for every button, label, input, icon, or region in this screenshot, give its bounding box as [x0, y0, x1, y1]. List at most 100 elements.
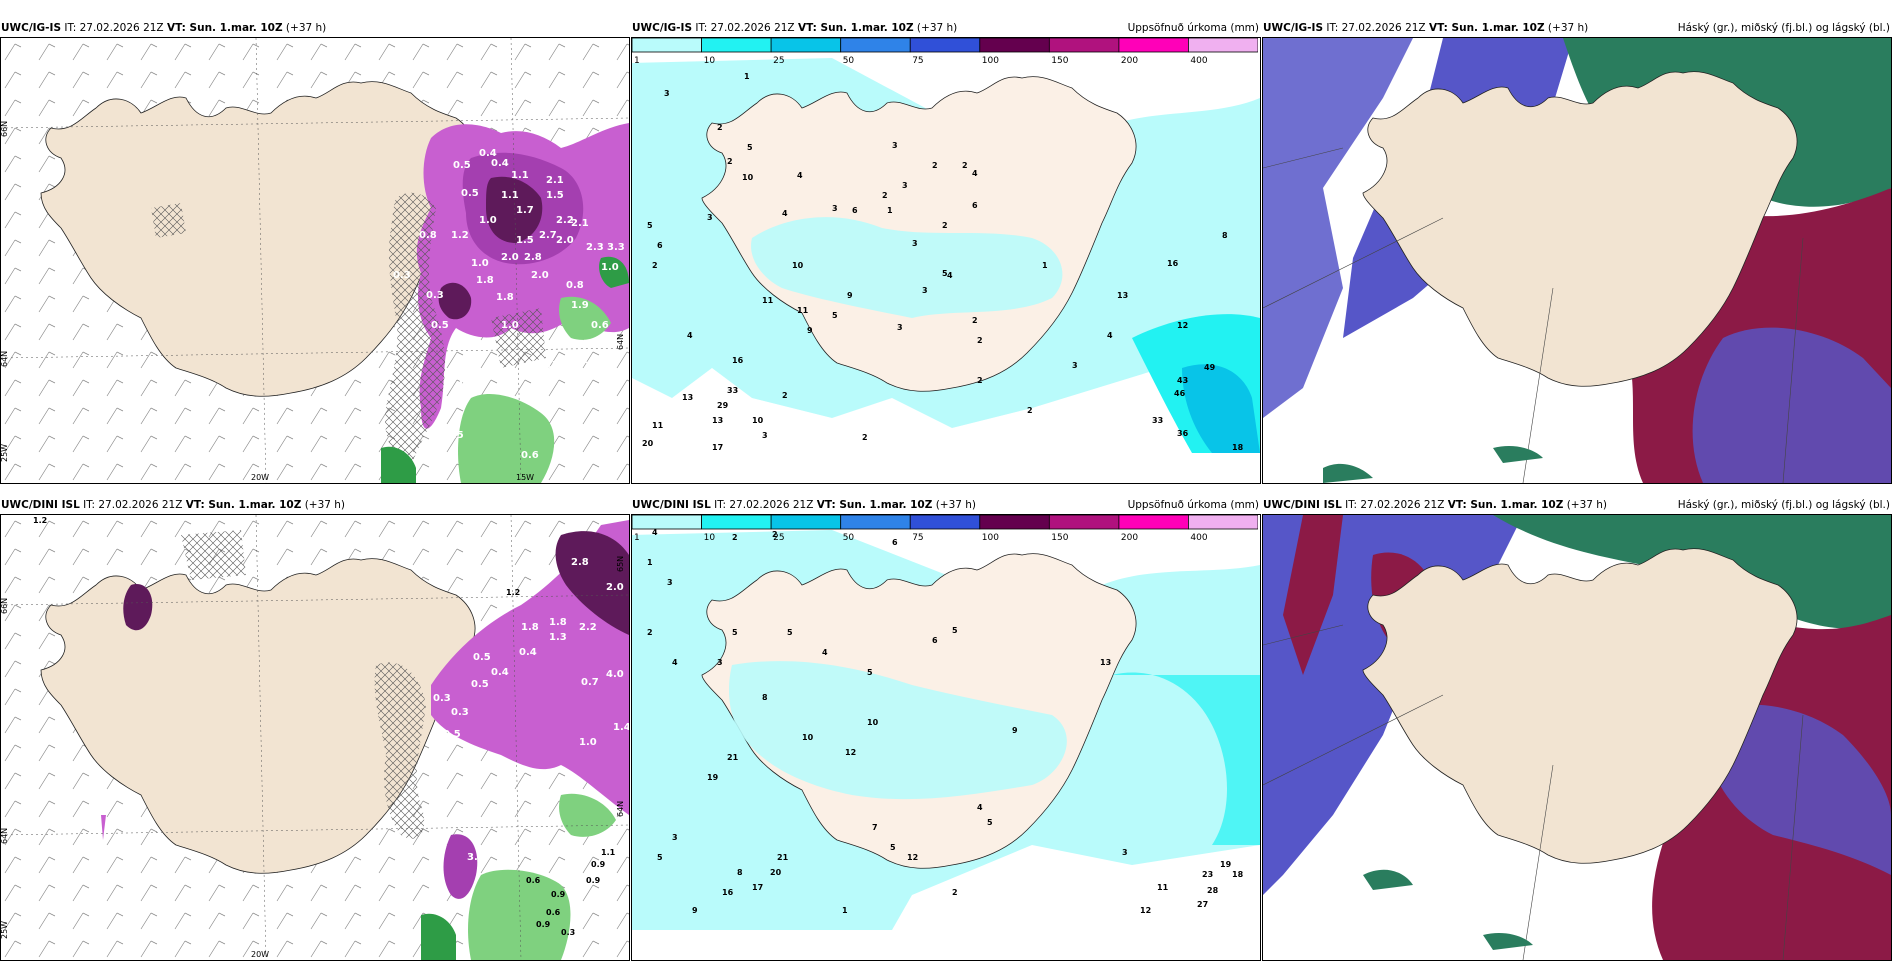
precip-map: 4 2 2 4 6 2 3 1 2 5 4 5 6 5 3 4 5 8 10 1… — [632, 515, 1260, 930]
svg-text:17: 17 — [712, 443, 723, 452]
svg-text:1.9: 1.9 — [571, 300, 589, 311]
svg-text:4: 4 — [822, 648, 828, 657]
colorbar-tick-label: 1 — [634, 56, 640, 66]
svg-text:36: 36 — [1177, 429, 1189, 438]
svg-text:13: 13 — [712, 416, 723, 425]
svg-text:3: 3 — [1072, 361, 1078, 370]
svg-text:3: 3 — [667, 578, 673, 587]
svg-text:4: 4 — [687, 331, 693, 340]
svg-text:0.5: 0.5 — [461, 188, 479, 199]
svg-text:4: 4 — [782, 209, 788, 218]
svg-text:0.3: 0.3 — [393, 270, 411, 281]
colorbar-swatch — [840, 38, 911, 53]
svg-text:1.8: 1.8 — [476, 275, 494, 286]
svg-text:0.5: 0.5 — [471, 679, 489, 690]
svg-text:2: 2 — [717, 123, 723, 132]
svg-text:2.0: 2.0 — [531, 270, 549, 281]
precip-map: 2 3 1 2 5 2 5 6 10 4 3 4 2 3 3 6 1 2 3 3 — [632, 38, 1260, 453]
svg-text:0.9: 0.9 — [591, 860, 606, 869]
svg-text:8: 8 — [1222, 231, 1228, 240]
svg-text:17: 17 — [752, 883, 763, 892]
colorbar-swatch — [979, 38, 1050, 53]
panel-title: UWC/IG-IS IT: 27.02.2026 21Z VT: Sun. 1.… — [1, 22, 327, 34]
colorbar-swatch — [909, 38, 981, 53]
panel-title: UWC/IG-IS IT: 27.02.2026 21Z VT: Sun. 1.… — [632, 22, 1259, 34]
svg-text:10: 10 — [802, 733, 814, 742]
svg-text:3: 3 — [922, 286, 928, 295]
svg-text:2.0: 2.0 — [606, 582, 624, 593]
svg-text:1.4: 1.4 — [613, 722, 629, 733]
svg-text:49: 49 — [1204, 363, 1216, 372]
panel-title: UWC/DINI ISL IT: 27.02.2026 21Z VT: Sun.… — [1263, 499, 1890, 511]
svg-text:3.3: 3.3 — [607, 242, 625, 253]
precip-value-labels: 4 2 2 4 6 2 3 1 2 5 4 5 6 5 3 4 5 8 10 1… — [647, 518, 1244, 915]
svg-text:2: 2 — [932, 161, 938, 170]
svg-text:11: 11 — [1157, 883, 1169, 892]
map-frame[interactable]: 66N 64N 25W 20W 15W 64N 0.3 0.5 0.4 0.5 … — [0, 37, 630, 484]
colorbar-swatch — [1188, 38, 1258, 53]
svg-text:15W: 15W — [516, 473, 534, 482]
svg-text:64N: 64N — [1, 351, 9, 367]
svg-text:2.1: 2.1 — [571, 218, 589, 229]
svg-text:16: 16 — [722, 888, 734, 897]
colorbar-tick-label: 200 — [1121, 533, 1138, 543]
colorbar-swatch — [632, 38, 702, 53]
colorbar-tick-label: 25 — [773, 533, 784, 543]
svg-text:0.5: 0.5 — [453, 160, 471, 171]
colorbar-swatch — [770, 515, 842, 530]
svg-text:2: 2 — [962, 161, 968, 170]
colorbar-swatch — [632, 515, 702, 530]
panel-snow-igis: UWC/IG-IS IT: 27.02.2026 21Z VT: Sun. 1.… — [0, 20, 630, 487]
svg-text:16: 16 — [1167, 259, 1179, 268]
panel-precip-igis: UWC/IG-IS IT: 27.02.2026 21Z VT: Sun. 1.… — [631, 20, 1261, 487]
colorbar-swatch — [1048, 515, 1120, 530]
svg-text:2.0: 2.0 — [501, 252, 519, 263]
colorbar-tick-label: 75 — [912, 533, 923, 543]
svg-text:6: 6 — [932, 636, 938, 645]
map-frame[interactable]: 4 2 2 4 6 2 3 1 2 5 4 5 6 5 3 4 5 8 10 1… — [631, 514, 1261, 961]
svg-text:64N: 64N — [616, 801, 625, 817]
svg-text:1.2: 1.2 — [451, 230, 469, 241]
svg-text:4: 4 — [972, 169, 978, 178]
svg-text:5: 5 — [987, 818, 993, 827]
svg-text:2.8: 2.8 — [524, 252, 542, 263]
colorbar-tick-label: 50 — [843, 56, 855, 66]
colorbar-swatch — [1118, 38, 1189, 53]
svg-text:66N: 66N — [1, 121, 9, 137]
svg-text:20W: 20W — [251, 473, 269, 482]
svg-text:2: 2 — [732, 533, 738, 542]
svg-text:2.1: 2.1 — [546, 175, 564, 186]
svg-text:0.6: 0.6 — [546, 908, 561, 917]
colorbar-tick-label: 1 — [634, 533, 640, 543]
svg-text:19: 19 — [707, 773, 719, 782]
map-frame[interactable]: 2 3 1 2 5 2 5 6 10 4 3 4 2 3 3 6 1 2 3 3 — [631, 37, 1261, 484]
svg-text:2: 2 — [942, 221, 948, 230]
colorbar-swatch — [701, 515, 772, 530]
svg-text:10: 10 — [752, 416, 764, 425]
map-frame[interactable]: 66N 64N 25W 20W 65N 64N 1.2 2.8 1.2 2.0 … — [0, 514, 630, 961]
svg-text:3: 3 — [902, 181, 908, 190]
svg-text:0.3: 0.3 — [451, 707, 469, 718]
svg-text:13: 13 — [1100, 658, 1111, 667]
svg-text:13: 13 — [1117, 291, 1128, 300]
svg-text:10: 10 — [792, 261, 804, 270]
map-frame[interactable] — [1262, 37, 1892, 484]
svg-text:0.5: 0.5 — [541, 360, 559, 371]
snow-value-labels: 0.3 0.5 0.4 0.5 1.1 0.4 0.8 1.0 1.2 1.1 … — [393, 148, 625, 461]
svg-text:13: 13 — [682, 393, 693, 402]
svg-text:2: 2 — [882, 191, 888, 200]
svg-text:6: 6 — [972, 201, 978, 210]
map-frame[interactable] — [1262, 514, 1892, 961]
svg-text:64N: 64N — [616, 334, 625, 350]
rain-area — [458, 393, 555, 483]
svg-text:1: 1 — [842, 906, 848, 915]
svg-text:1.4: 1.4 — [581, 355, 599, 366]
svg-text:7: 7 — [872, 823, 878, 832]
svg-text:3: 3 — [832, 204, 838, 213]
svg-text:27: 27 — [1197, 900, 1208, 909]
svg-text:3: 3 — [707, 213, 713, 222]
svg-text:0.4: 0.4 — [479, 148, 497, 159]
svg-text:1.0: 1.0 — [601, 262, 619, 273]
iceland-land — [1362, 71, 1798, 387]
svg-text:3: 3 — [912, 239, 918, 248]
